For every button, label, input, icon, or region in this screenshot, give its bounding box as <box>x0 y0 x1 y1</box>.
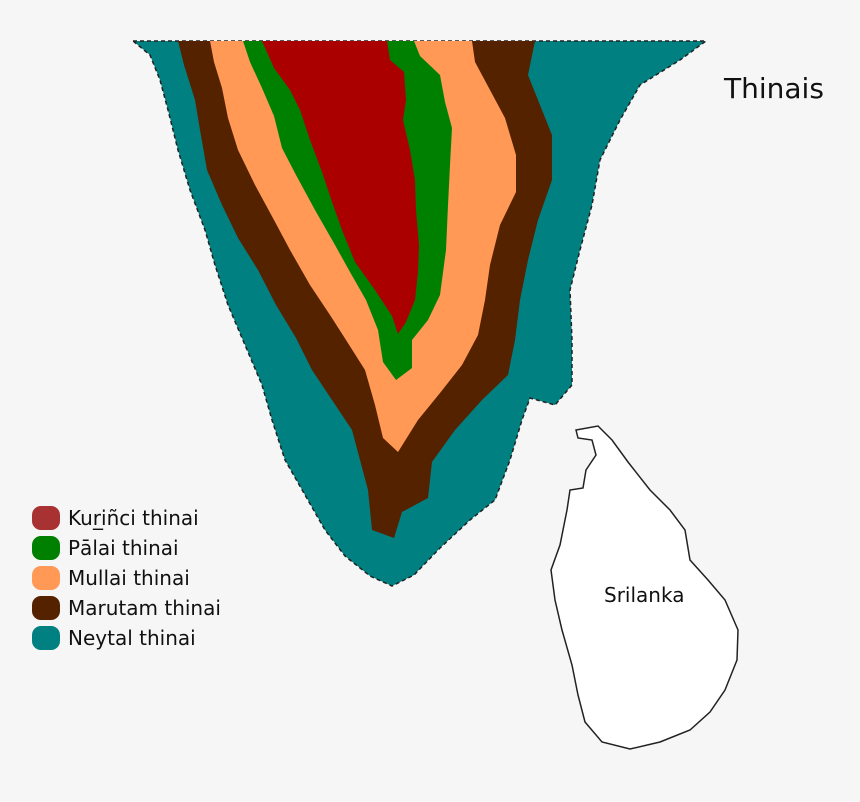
srilanka-island <box>550 425 739 750</box>
legend-item-kurinci: Kur̲iñci thinai <box>32 503 221 533</box>
legend-item-mullai: Mullai thinai <box>32 563 221 593</box>
map-title: Thinais <box>724 72 824 105</box>
srilanka-label: Srilanka <box>604 583 685 607</box>
legend-label-marutam: Marutam thinai <box>68 596 221 620</box>
legend-label-mullai: Mullai thinai <box>68 566 190 590</box>
legend-swatch-palai <box>32 536 60 560</box>
legend-swatch-mullai <box>32 566 60 590</box>
legend-swatch-kurinci <box>32 506 60 530</box>
legend-item-neytal: Neytal thinai <box>32 623 221 653</box>
legend: Kur̲iñci thinai Pālai thinai Mullai thin… <box>32 503 221 653</box>
legend-item-palai: Pālai thinai <box>32 533 221 563</box>
legend-swatch-marutam <box>32 596 60 620</box>
legend-label-palai: Pālai thinai <box>68 536 179 560</box>
legend-label-neytal: Neytal thinai <box>68 626 196 650</box>
legend-label-kurinci: Kur̲iñci thinai <box>68 506 199 530</box>
kurinci-region <box>262 41 419 334</box>
legend-swatch-neytal <box>32 626 60 650</box>
legend-item-marutam: Marutam thinai <box>32 593 221 623</box>
